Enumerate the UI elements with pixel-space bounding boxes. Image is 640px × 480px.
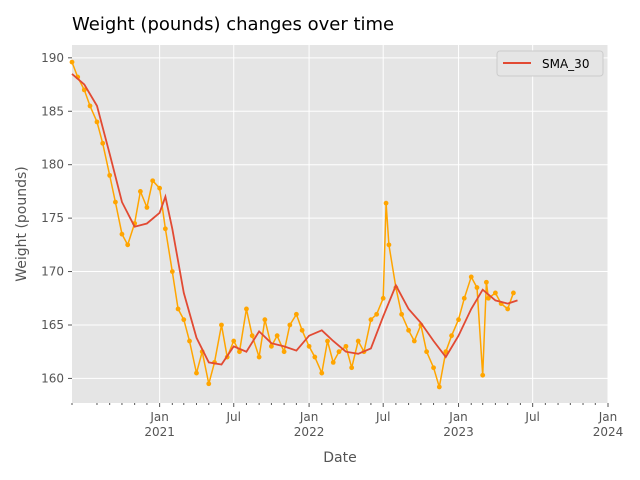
x-tick-year-label: 2023 xyxy=(443,425,474,439)
raw-weight-point xyxy=(125,242,131,248)
raw-weight-point xyxy=(406,327,411,333)
raw-weight-point xyxy=(443,349,449,355)
x-tick-year-label: 2022 xyxy=(294,425,325,439)
grid xyxy=(72,45,609,403)
raw-weight-point xyxy=(343,343,349,349)
x-tick-year-label: 2024 xyxy=(593,425,624,439)
raw-weight-point xyxy=(237,349,242,355)
raw-weight-point xyxy=(262,317,268,323)
raw-weight-point xyxy=(399,311,405,317)
raw-weight-point xyxy=(69,59,75,65)
y-tick-label: 160 xyxy=(41,371,64,385)
raw-weight-point xyxy=(113,199,118,205)
raw-weight-point xyxy=(330,359,336,365)
sma-series xyxy=(71,73,518,366)
raw-weight-point xyxy=(231,338,237,344)
raw-weight-point xyxy=(206,381,212,387)
raw-weight-point xyxy=(256,354,262,360)
raw-weight-point xyxy=(325,338,330,344)
raw-weight-point xyxy=(169,269,175,274)
raw-weight-point xyxy=(355,338,361,344)
raw-weight-point xyxy=(368,317,374,323)
raw-weight-point xyxy=(162,226,168,232)
raw-weight-point xyxy=(486,295,491,301)
x-tick-label: Jul xyxy=(375,410,390,424)
raw-weight-point xyxy=(483,279,489,285)
raw-weight-point xyxy=(461,295,467,301)
raw-weight-point xyxy=(480,372,486,378)
raw-weight-point xyxy=(287,322,293,328)
legend-box xyxy=(496,50,604,77)
raw-weight-point xyxy=(100,140,106,146)
raw-weight-point xyxy=(474,285,480,290)
raw-weight-point xyxy=(157,185,163,191)
raw-weight-point xyxy=(380,295,386,301)
raw-weight-point xyxy=(456,317,461,323)
raw-weight-point xyxy=(319,370,325,376)
raw-weight-point xyxy=(293,311,299,317)
raw-weight-point xyxy=(431,365,436,371)
raw-weight-point xyxy=(349,365,355,371)
x-tick-label: Jan xyxy=(598,410,618,424)
raw-weight-point xyxy=(505,306,511,312)
raw-weight-point xyxy=(194,370,199,376)
raw-weight-point xyxy=(81,87,87,93)
x-tick-year-label: 2021 xyxy=(144,425,175,439)
raw-weight-point xyxy=(107,172,113,178)
x-tick-label: Jan xyxy=(299,410,319,424)
raw-weight-point xyxy=(249,333,255,339)
raw-weight-point xyxy=(187,338,192,344)
raw-weight-point xyxy=(449,333,454,339)
raw-weight-point xyxy=(144,205,150,210)
y-tick-label: 165 xyxy=(41,318,64,332)
raw-weight-point xyxy=(336,349,342,355)
raw-weight-point xyxy=(312,354,318,360)
x-tick-label: Jul xyxy=(524,410,539,424)
raw-weight-point xyxy=(175,306,181,312)
raw-weight-point xyxy=(492,290,498,296)
raw-weight-point xyxy=(137,189,143,194)
raw-weight-point xyxy=(436,384,442,390)
raw-weight-point xyxy=(468,274,474,280)
raw-weight-point xyxy=(150,178,156,184)
y-tick-label: 170 xyxy=(41,265,64,279)
raw-weight-point xyxy=(299,327,305,333)
legend-label-sma: SMA_30 xyxy=(542,57,589,71)
y-ticks: 160 165 170 175 180 185 190 xyxy=(41,51,72,385)
raw-weight-point xyxy=(87,103,93,109)
raw-weight-point xyxy=(306,343,312,349)
y-axis-label: Weight (pounds) xyxy=(14,166,30,282)
raw-weight-point xyxy=(281,349,287,355)
raw-weight-point xyxy=(374,311,380,317)
x-tick-label: Jan xyxy=(149,410,169,424)
raw-weight-point xyxy=(244,306,249,312)
raw-weight-point xyxy=(94,119,100,125)
sma-30-line xyxy=(71,73,518,366)
x-axis-label: Date xyxy=(323,450,356,466)
raw-weight-point xyxy=(383,200,389,206)
raw-weight-point xyxy=(411,338,417,344)
raw-weight-point xyxy=(424,349,430,355)
legend: SMA_30 xyxy=(496,50,604,77)
raw-weight-point xyxy=(219,322,224,328)
raw-weight-point xyxy=(511,290,516,296)
y-tick-label: 175 xyxy=(41,211,64,225)
y-tick-label: 190 xyxy=(41,51,64,65)
raw-series xyxy=(69,59,516,390)
raw-weight-point xyxy=(269,343,274,349)
raw-weight-line xyxy=(71,61,515,388)
chart-title: Weight (pounds) changes over time xyxy=(72,14,394,35)
raw-weight-point xyxy=(386,242,392,248)
raw-weight-point xyxy=(119,231,125,237)
x-tick-label: Jan xyxy=(448,410,468,424)
y-tick-label: 185 xyxy=(41,104,64,118)
raw-weight-point xyxy=(274,333,280,339)
plot-background xyxy=(72,45,608,403)
x-tick-label: Jul xyxy=(225,410,240,424)
raw-weight-point xyxy=(181,317,187,323)
y-tick-label: 180 xyxy=(41,158,64,172)
